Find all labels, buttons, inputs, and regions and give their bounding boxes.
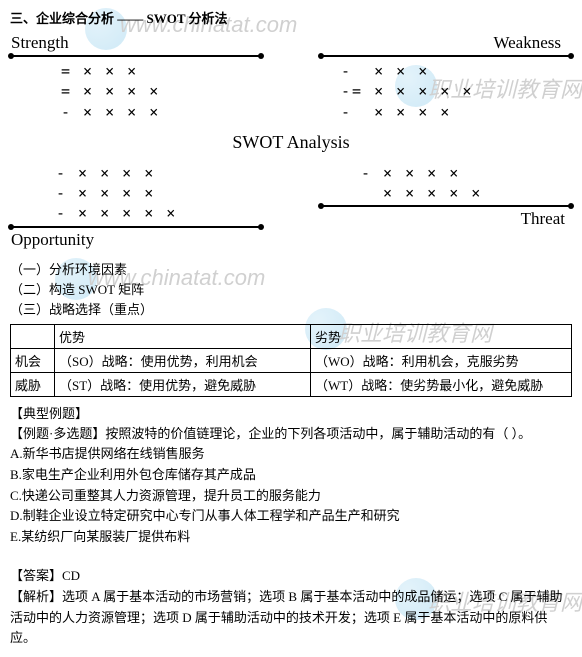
- option-e: E.某纺织厂向某服装厂提供布料: [10, 527, 572, 548]
- swot-center-label: SWOT Analysis: [11, 132, 571, 153]
- swot-strength-marks: = × × × = × × × × - × × × ×: [11, 61, 261, 122]
- section-title: 三、企业综合分析 —— SWOT 分析法: [10, 8, 572, 27]
- table-header-empty: [11, 324, 55, 348]
- swot-weakness-marks: - × × × -= × × × × × - × × × ×: [321, 61, 571, 122]
- analysis: 【解析】选项 A 属于基本活动的市场营销；选项 B 属于基本活动中的成品储运；选…: [10, 587, 572, 649]
- swot-opportunity-label: Opportunity: [11, 230, 261, 250]
- table-row2-label: 威胁: [11, 372, 55, 396]
- swot-strength-label: Strength: [11, 33, 261, 53]
- example-stem: 【例题·多选题】按照波特的价值链理论，企业的下列各项活动中，属于辅助活动的有（ …: [10, 424, 572, 444]
- table-header-weakness: 劣势: [311, 324, 572, 348]
- table-so: （SO）战略：使用优势，利用机会: [55, 348, 311, 372]
- table-row1-label: 机会: [11, 348, 55, 372]
- swot-threat-label: Threat: [321, 209, 565, 229]
- step-1: （一）分析环境因素: [10, 260, 572, 280]
- swot-opportunity-marks: - × × × × - × × × × - × × × × ×: [11, 163, 261, 224]
- swot-matrix-table: 优势 劣势 机会 （SO）战略：使用优势，利用机会 （WO）战略：利用机会，克服…: [10, 324, 572, 397]
- swot-diagram: Strength = × × × = × × × × - × × × × Wea…: [11, 33, 571, 250]
- answer: 【答案】CD: [10, 566, 572, 587]
- example-label: 【典型例题】: [10, 403, 572, 422]
- swot-threat-marks: - × × × × × × × × ×: [321, 163, 571, 204]
- table-st: （ST）战略：使用优势，避免威胁: [55, 372, 311, 396]
- option-d: D.制鞋企业设立特定研究中心专门从事人体工程学和产品生产和研究: [10, 506, 572, 527]
- swot-weakness-label: Weakness: [321, 33, 561, 53]
- option-a: A.新华书店提供网络在线销售服务: [10, 444, 572, 465]
- table-header-strength: 优势: [55, 324, 311, 348]
- table-wo: （WO）战略：利用机会，克服劣势: [311, 348, 572, 372]
- table-wt: （WT）战略：使劣势最小化，避免威胁: [311, 372, 572, 396]
- option-c: C.快递公司重整其人力资源管理，提升员工的服务能力: [10, 486, 572, 507]
- step-2: （二）构造 SWOT 矩阵: [10, 280, 572, 300]
- step-3: （三）战略选择（重点）: [10, 300, 572, 320]
- option-b: B.家电生产企业利用外包仓库储存其产成品: [10, 465, 572, 486]
